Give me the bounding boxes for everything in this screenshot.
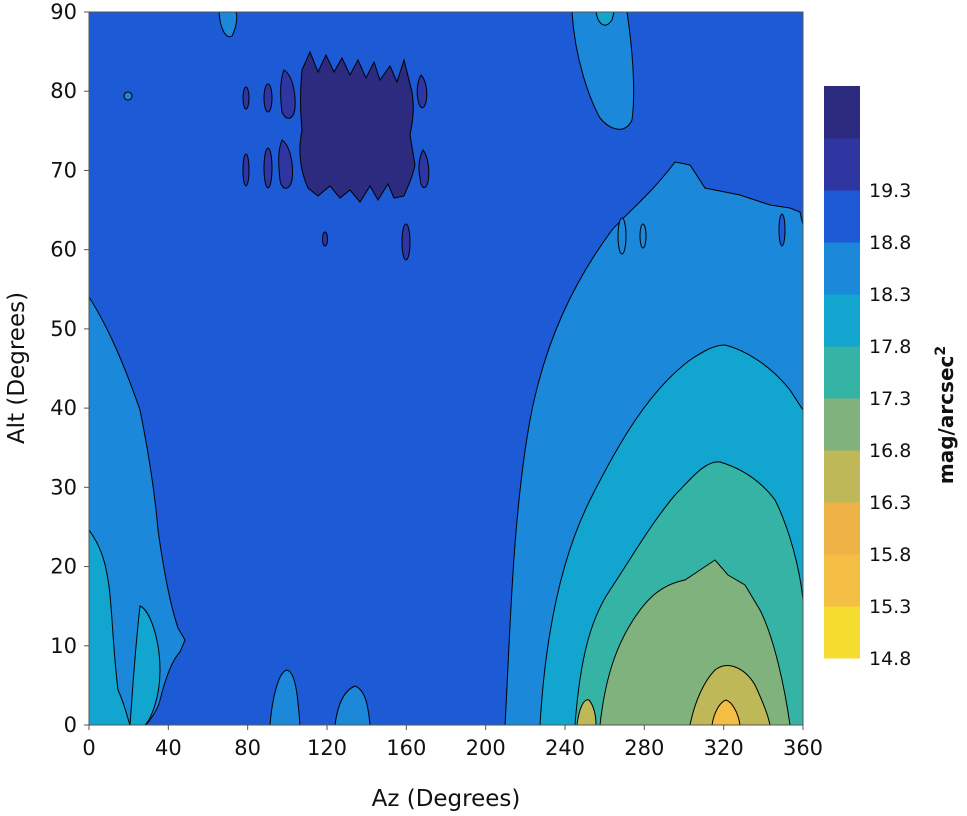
y-tick-label: 30 (50, 475, 77, 499)
x-tick-label: 40 (155, 736, 182, 760)
x-tick-label: 160 (386, 736, 426, 760)
y-tick-label: 0 (64, 713, 77, 737)
contour-region (617, 217, 627, 255)
contour-region (263, 83, 273, 113)
colorbar-swatch (824, 86, 860, 139)
colorbar-level-label: 18.8 (869, 232, 911, 254)
colorbar: 14.8 15.3 15.8 16.3 16.8 17.3 17.8 18.3 18.8 19.3 (824, 86, 911, 670)
x-tick-label: 280 (624, 736, 664, 760)
contour-region (711, 699, 741, 725)
contour-region (778, 213, 786, 247)
colorbar-swatch (824, 346, 860, 399)
contour-region (123, 91, 133, 101)
x-tick-label: 360 (783, 736, 823, 760)
colorbar-swatch (824, 138, 860, 191)
contour-region (416, 74, 428, 109)
contour-region (263, 147, 273, 189)
colorbar-level-label: 17.3 (869, 388, 911, 410)
y-axis-title: Alt (Degrees) (4, 292, 30, 444)
colorbar-swatch (824, 398, 860, 451)
y-axis: 0 10 20 30 40 50 60 70 80 90 (50, 0, 89, 737)
y-tick-label: 70 (50, 158, 77, 182)
colorbar-level-label: 15.8 (869, 544, 911, 566)
x-tick-label: 320 (704, 736, 744, 760)
x-tick-label: 80 (234, 736, 261, 760)
x-axis: 0 40 80 120 160 200 240 280 320 360 (82, 725, 823, 760)
y-tick-label: 60 (50, 238, 77, 262)
colorbar-swatch (824, 554, 860, 607)
x-tick-label: 200 (466, 736, 506, 760)
contour-region (242, 86, 250, 110)
contour-region (322, 231, 328, 247)
contour-region (129, 605, 161, 725)
contour-region (639, 223, 647, 249)
colorbar-level-label: 15.3 (869, 596, 911, 618)
colorbar-level-label: 16.3 (869, 492, 911, 514)
y-tick-label: 50 (50, 317, 77, 341)
colorbar-title-superscript: 2 (933, 346, 949, 356)
contour-region (595, 12, 615, 26)
colorbar-level-label: 17.8 (869, 336, 911, 358)
colorbar-swatch (824, 190, 860, 243)
x-tick-label: 0 (82, 736, 95, 760)
contour-region (89, 296, 186, 725)
contour-region (299, 50, 416, 203)
contour-region (278, 139, 293, 189)
colorbar-level-label: 14.8 (869, 648, 911, 670)
x-tick-label: 120 (307, 736, 347, 760)
contour-region (242, 153, 250, 187)
x-axis-title: Az (Degrees) (372, 786, 521, 812)
plot-area (89, 12, 803, 725)
contour-region (269, 669, 301, 725)
colorbar-swatch (824, 606, 860, 659)
contour-region (280, 69, 296, 119)
colorbar-level-label: 19.3 (869, 180, 911, 202)
y-tick-label: 20 (50, 555, 77, 579)
contour-region (401, 223, 411, 261)
x-tick-label: 240 (545, 736, 585, 760)
contour-region (571, 12, 635, 130)
colorbar-swatch (824, 294, 860, 347)
y-tick-label: 10 (50, 634, 77, 658)
contour-region (218, 12, 238, 38)
plot-frame (88, 11, 804, 726)
colorbar-level-label: 18.3 (869, 284, 911, 306)
contour-region (334, 685, 371, 725)
colorbar-title: mag/arcsec2 (933, 346, 958, 484)
contour-region (89, 529, 131, 725)
contour-region (418, 149, 430, 188)
colorbar-swatch (824, 502, 860, 555)
contour-region (689, 665, 771, 725)
contour-region (576, 699, 597, 725)
y-tick-label: 40 (50, 396, 77, 420)
colorbar-swatch (824, 450, 860, 503)
y-tick-label: 90 (50, 0, 77, 24)
y-tick-label: 80 (50, 79, 77, 103)
colorbar-level-label: 16.8 (869, 440, 911, 462)
colorbar-swatch (824, 242, 860, 295)
